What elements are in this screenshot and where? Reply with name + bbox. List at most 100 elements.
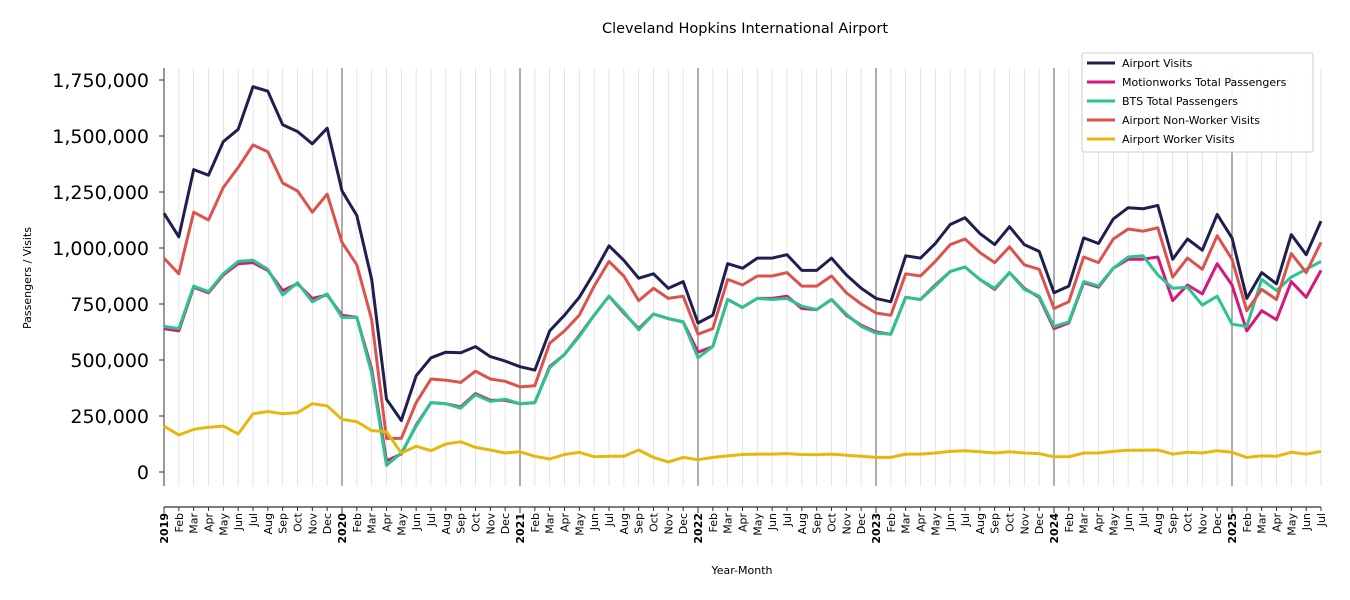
x-tick-month-label: Nov <box>662 513 675 535</box>
x-tick-month-label: Apr <box>381 513 394 533</box>
x-tick-month-label: Mar <box>900 513 913 534</box>
x-tick-month-label: Aug <box>262 513 275 534</box>
x-tick-month-label: Jun <box>944 513 957 531</box>
x-tick-month-label: Feb <box>529 513 542 532</box>
x-tick-month-label: Aug <box>440 513 453 534</box>
x-tick-month-label: Dec <box>677 513 690 534</box>
y-tick-label: 1,000,000 <box>52 238 149 260</box>
x-tick-month-label: Jun <box>1122 513 1135 531</box>
x-tick-month-label: Apr <box>559 513 572 533</box>
x-tick-month-label: Oct <box>1182 512 1195 532</box>
x-tick-month-label: Aug <box>618 513 631 534</box>
x-tick-month-label: Feb <box>1063 513 1076 532</box>
x-tick-month-label: Sep <box>455 513 468 534</box>
x-tick-year-label: 2022 <box>692 513 705 544</box>
x-tick-month-label: Nov <box>306 513 319 535</box>
y-tick-label: 750,000 <box>70 294 149 316</box>
x-tick-month-label: Jun <box>410 513 423 531</box>
x-tick-month-label: Nov <box>1196 513 1209 535</box>
x-tick-month-label: Jul <box>1137 513 1150 527</box>
x-tick-month-label: Sep <box>811 513 824 534</box>
x-tick-month-label: Apr <box>203 513 216 533</box>
x-tick-year-label: 2024 <box>1048 513 1061 544</box>
legend-box <box>1081 52 1314 153</box>
x-tick-month-label: Feb <box>1241 513 1254 532</box>
x-tick-month-label: Feb <box>173 513 186 532</box>
x-tick-month-label: Dec <box>1211 513 1224 534</box>
x-tick-month-label: Jul <box>959 513 972 527</box>
x-tick-month-label: Nov <box>840 513 853 535</box>
x-tick-month-label: Mar <box>1078 513 1091 534</box>
x-tick-month-label: Dec <box>321 513 334 534</box>
x-tick-year-label: 2023 <box>870 513 883 544</box>
series-lines <box>162 85 1323 467</box>
y-tick-label: 250,000 <box>70 406 149 428</box>
grid <box>163 68 1322 486</box>
x-tick-month-label: May <box>929 513 942 536</box>
legend-label: BTS Total Passengers <box>1122 95 1238 108</box>
x-tick-month-label: Nov <box>484 513 497 535</box>
chart-title: Cleveland Hopkins International Airport <box>602 21 888 37</box>
y-tick-label: 0 <box>137 462 149 484</box>
series-line-airport-worker-visits <box>163 402 1322 464</box>
x-tick-month-label: Jul <box>603 513 616 527</box>
x-tick-month-label: May <box>217 513 230 536</box>
x-tick-month-label: Mar <box>722 513 735 534</box>
x-tick-month-label: Apr <box>737 513 750 533</box>
x-tick-month-label: Jul <box>1315 513 1328 527</box>
x-tick-month-label: Jul <box>781 513 794 527</box>
x-tick-month-label: Apr <box>915 513 928 533</box>
x-tick-month-label: Jun <box>766 513 779 531</box>
x-tick-month-label: Dec <box>499 513 512 534</box>
series-line-airport-visits <box>162 85 1323 422</box>
legend: Airport Visits Motionworks Total Passenge… <box>1081 52 1314 153</box>
x-tick-month-label: Sep <box>633 513 646 534</box>
x-tick-month-label: Mar <box>544 513 557 534</box>
x-tick-month-label: May <box>395 513 408 536</box>
x-tick-month-label: Oct <box>1004 512 1017 532</box>
x-tick-month-label: Dec <box>1033 513 1046 534</box>
series-line-bts-total-passengers <box>163 254 1322 467</box>
legend-label: Motionworks Total Passengers <box>1122 76 1287 89</box>
y-axis-label: Passengers / Visits <box>21 227 34 329</box>
x-tick-month-label: May <box>1285 513 1298 536</box>
legend-label: Airport Non-Worker Visits <box>1122 114 1260 127</box>
y-tick-label: 1,250,000 <box>52 182 149 204</box>
x-tick-year-label: 2020 <box>336 513 349 544</box>
x-tick-month-label: Nov <box>1018 513 1031 535</box>
x-tick-year-label: 2019 <box>158 513 171 544</box>
x-tick-month-label: Apr <box>1093 513 1106 533</box>
x-tick-month-label: Mar <box>1256 513 1269 534</box>
x-tick-month-label: Oct <box>470 512 483 532</box>
y-tick-label: 1,750,000 <box>52 70 149 92</box>
x-tick-month-label: Jun <box>1300 513 1313 531</box>
x-tick-month-label: Jun <box>232 513 245 531</box>
x-tick-month-label: Sep <box>989 513 1002 534</box>
x-tick-month-label: May <box>1107 513 1120 536</box>
x-tick-month-label: Dec <box>855 513 868 534</box>
x-tick-month-label: Jul <box>425 513 438 527</box>
x-tick-month-label: Jul <box>247 513 260 527</box>
series-line-airport-non-worker-visits <box>162 143 1323 440</box>
x-tick-month-label: Sep <box>1167 513 1180 534</box>
x-tick-month-label: Oct <box>292 512 305 532</box>
x-tick-month-label: Jun <box>588 513 601 531</box>
x-tick-month-label: Apr <box>1271 513 1284 533</box>
x-tick-month-label: Feb <box>707 513 720 532</box>
x-tick-month-label: Oct <box>826 512 839 532</box>
legend-label: Airport Visits <box>1122 57 1193 70</box>
legend-label: Airport Worker Visits <box>1122 133 1235 146</box>
x-tick-month-label: Oct <box>648 512 661 532</box>
x-tick-month-label: Aug <box>796 513 809 534</box>
x-tick-year-label: 2025 <box>1226 513 1239 544</box>
x-axis-label: Year-Month <box>710 564 772 577</box>
x-tick-month-label: Mar <box>366 513 379 534</box>
x-tick-month-label: Feb <box>885 513 898 532</box>
x-tick-year-label: 2021 <box>514 513 527 544</box>
y-tick-label: 1,500,000 <box>52 126 149 148</box>
x-axis: 2019 Feb Mar Apr May Jun Jul Aug Sep Oct Nov Dec 202… <box>158 506 1328 544</box>
y-axis: 0 250,000 500,000 750,000 1,000,000 1,250,000… <box>52 68 165 486</box>
x-tick-month-label: May <box>573 513 586 536</box>
x-tick-month-label: Aug <box>974 513 987 534</box>
